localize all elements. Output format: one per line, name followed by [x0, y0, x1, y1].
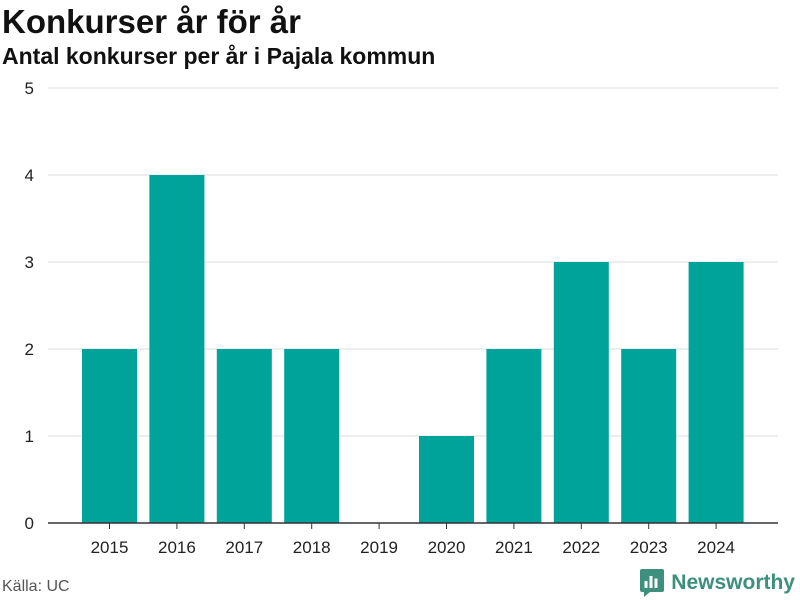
x-tick-label: 2021 — [495, 538, 533, 557]
x-tick-label: 2018 — [293, 538, 331, 557]
x-tick-label: 2015 — [91, 538, 129, 557]
x-tick-label: 2022 — [562, 538, 600, 557]
x-tick-label: 2017 — [225, 538, 263, 557]
bar-2015[interactable] — [82, 349, 137, 523]
source-label: Källa: UC — [2, 578, 70, 595]
x-tick-label: 2016 — [158, 538, 196, 557]
y-tick-label: 3 — [25, 253, 34, 272]
brand-name: Newsworthy — [671, 571, 795, 594]
bar-2017[interactable] — [216, 349, 272, 523]
x-tick-label: 2024 — [697, 538, 735, 557]
y-tick-label: 0 — [25, 514, 34, 533]
x-tick-label: 2019 — [360, 538, 398, 557]
chart-subtitle: Antal konkurser per år i Pajala kommun — [2, 43, 436, 69]
x-tick-labels: 2015 2016 2017 2018 2019 2020 2021 2022 2023 2024 — [91, 523, 735, 557]
chart-title: Konkurser år för år — [2, 3, 301, 40]
y-tick-label: 2 — [25, 340, 34, 359]
bar-2024[interactable] — [688, 262, 744, 523]
y-tick-label: 5 — [25, 79, 34, 98]
bar-2021[interactable] — [486, 349, 542, 523]
bar-2018[interactable] — [284, 349, 340, 523]
bar-2020[interactable] — [419, 436, 474, 523]
bar-2023[interactable] — [621, 349, 677, 523]
bar-2016[interactable] — [149, 175, 205, 523]
bars — [82, 175, 744, 523]
y-tick-label: 1 — [25, 427, 34, 446]
y-tick-labels: 0 1 2 3 4 5 — [25, 79, 34, 533]
newsworthy-logo-icon — [639, 568, 665, 598]
x-tick-label: 2023 — [630, 538, 668, 557]
brand-logo-group[interactable]: Newsworthy — [639, 568, 795, 598]
bar-2022[interactable] — [553, 262, 609, 523]
x-tick-label: 2020 — [428, 538, 466, 557]
y-tick-label: 4 — [25, 166, 34, 185]
